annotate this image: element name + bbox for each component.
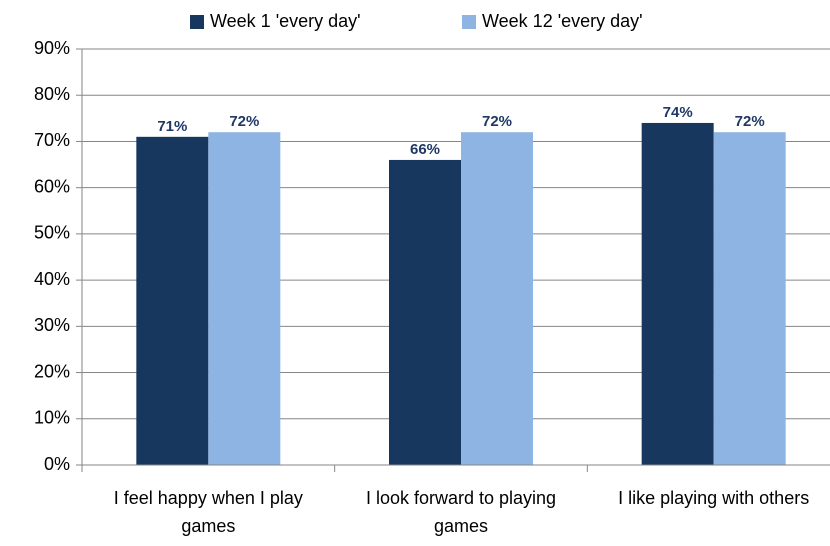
y-tick-label: 70%: [34, 130, 70, 150]
y-tick-label: 50%: [34, 223, 70, 243]
legend-label: Week 1 'every day': [210, 11, 361, 31]
legend-label: Week 12 'every day': [482, 11, 643, 31]
y-tick-label: 40%: [34, 269, 70, 289]
data-label: 72%: [229, 113, 259, 130]
legend-swatch: [190, 15, 204, 29]
data-label: 66%: [410, 141, 440, 158]
bar: [461, 132, 533, 465]
data-label: 71%: [157, 118, 187, 135]
bar: [713, 132, 786, 465]
bar: [389, 159, 461, 465]
bar: [641, 122, 714, 465]
y-tick-label: 90%: [34, 38, 70, 58]
y-tick-label: 10%: [34, 408, 70, 428]
x-tick-label: I feel happy when I play games: [113, 488, 303, 536]
y-tick-label: 20%: [34, 361, 70, 381]
bar: [208, 132, 281, 465]
y-tick-label: 60%: [34, 176, 70, 196]
y-tick-label: 0%: [44, 454, 70, 474]
x-tick-label: I look forward to playing games: [365, 488, 557, 536]
legend-swatch: [462, 15, 476, 29]
x-tick-label: I like playing with others: [618, 488, 810, 508]
y-tick-label: 30%: [34, 315, 70, 335]
bar: [136, 136, 209, 466]
data-label: 72%: [482, 113, 512, 130]
data-label: 74%: [663, 104, 693, 121]
y-tick-label: 80%: [34, 84, 70, 104]
data-label: 72%: [735, 113, 765, 130]
